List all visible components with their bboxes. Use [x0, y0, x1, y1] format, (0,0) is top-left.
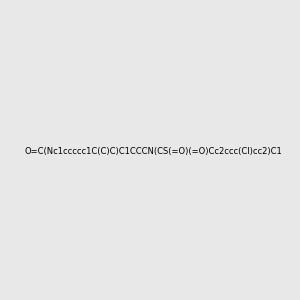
Text: O=C(Nc1ccccc1C(C)C)C1CCCN(CS(=O)(=O)Cc2ccc(Cl)cc2)C1: O=C(Nc1ccccc1C(C)C)C1CCCN(CS(=O)(=O)Cc2c… — [25, 147, 283, 156]
